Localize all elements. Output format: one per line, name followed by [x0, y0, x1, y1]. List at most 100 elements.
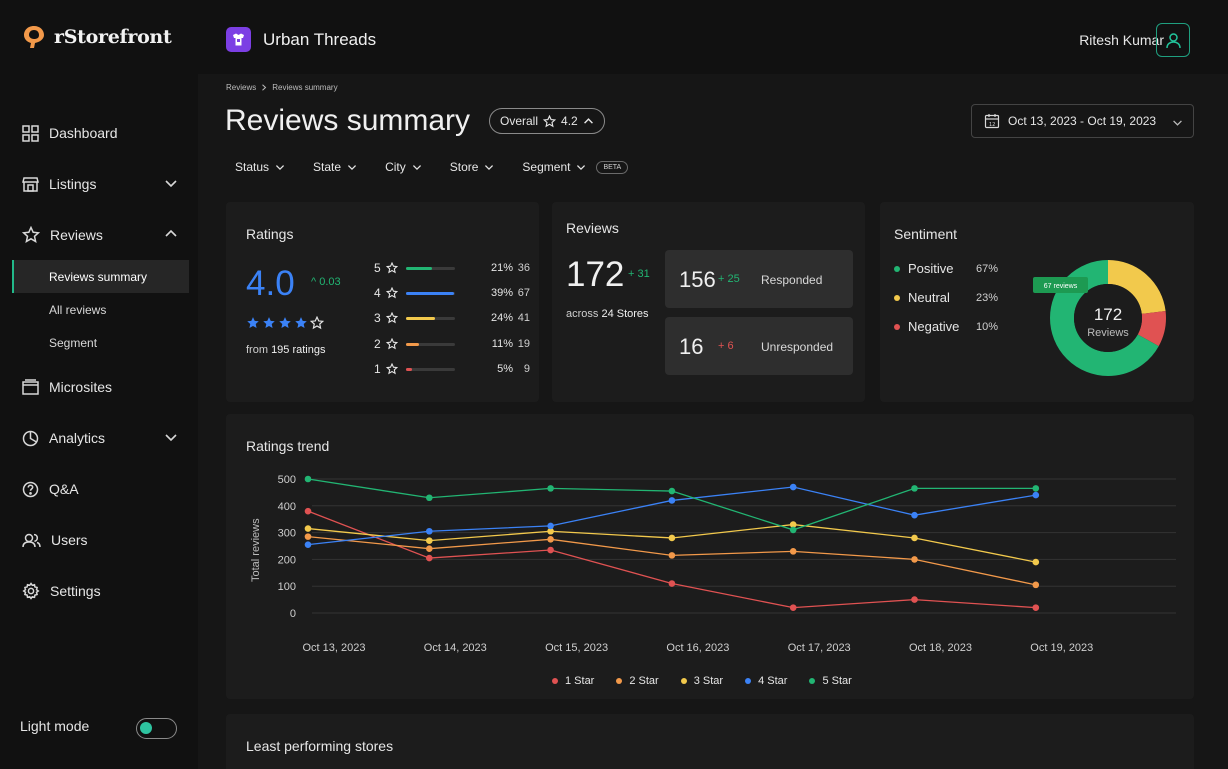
- legend-item-1-star[interactable]: 1 Star: [552, 675, 594, 687]
- sidebar-item-reviews[interactable]: Reviews: [12, 217, 188, 253]
- rating-count: 36: [517, 262, 530, 274]
- rating-distribution-row[interactable]: 3 24% 41: [374, 310, 530, 326]
- data-point-3-star[interactable]: [668, 534, 676, 542]
- chart-legend: 1 Star 2 Star 3 Star 4 Star 5 Star: [552, 675, 852, 687]
- sentiment-donut[interactable]: 172 Reviews 67 reviews: [1030, 248, 1170, 388]
- data-point-5-star[interactable]: [789, 526, 797, 534]
- sidebar-item-users[interactable]: Users: [12, 522, 188, 558]
- data-point-2-star[interactable]: [1032, 581, 1040, 589]
- sidebar-item-microsites[interactable]: Microsites: [12, 369, 188, 405]
- rating-level: 5: [374, 261, 381, 275]
- data-point-4-star[interactable]: [668, 497, 676, 504]
- sentiment-positive: Positive 67%: [894, 261, 998, 276]
- user-icon: [1165, 32, 1181, 48]
- data-point-5-star[interactable]: [1032, 485, 1040, 492]
- overall-rating-pill[interactable]: Overall 4.2: [489, 108, 605, 134]
- chevron-up-icon[interactable]: [164, 227, 178, 241]
- chevron-right-icon: [262, 84, 267, 91]
- star-icon: [22, 226, 40, 244]
- data-point-5-star[interactable]: [547, 485, 554, 492]
- unresponded-delta: + 6: [718, 340, 734, 352]
- chevron-down-icon[interactable]: [164, 430, 178, 444]
- data-point-3-star[interactable]: [911, 534, 918, 542]
- legend-item-3-star[interactable]: 3 Star: [680, 675, 723, 687]
- data-point-4-star[interactable]: [789, 483, 797, 491]
- data-point-1-star[interactable]: [668, 580, 676, 587]
- user-menu-button[interactable]: [1156, 23, 1190, 57]
- data-point-5-star[interactable]: [668, 487, 676, 495]
- data-point-5-star[interactable]: [426, 494, 433, 502]
- filter-store[interactable]: Store: [450, 160, 495, 174]
- brand-logo-icon: [24, 26, 44, 48]
- legend-item-5-star[interactable]: 5 Star: [809, 675, 852, 687]
- data-point-1-star[interactable]: [547, 546, 554, 554]
- filter-state[interactable]: State: [313, 160, 357, 174]
- data-point-3-star[interactable]: [789, 521, 797, 528]
- date-range-picker[interactable]: 12 Oct 13, 2023 - Oct 19, 2023: [971, 104, 1194, 138]
- rating-distribution-row[interactable]: 4 39% 67: [374, 285, 530, 301]
- data-point-2-star[interactable]: [668, 552, 676, 559]
- data-point-1-star[interactable]: [1032, 604, 1040, 611]
- data-point-3-star[interactable]: [426, 537, 433, 544]
- data-point-1-star[interactable]: [911, 596, 918, 603]
- sentiment-pct: 67%: [976, 262, 999, 275]
- filter-segment[interactable]: Segment BETA: [522, 160, 629, 174]
- rating-distribution-row[interactable]: 2 11% 19: [374, 336, 530, 352]
- star-filled-icon: [263, 317, 275, 329]
- data-point-4-star[interactable]: [1032, 491, 1040, 499]
- store-logo[interactable]: [226, 27, 251, 52]
- data-point-1-star[interactable]: [426, 554, 433, 562]
- star-outline-icon: [543, 114, 557, 127]
- data-point-5-star[interactable]: [911, 485, 918, 492]
- data-point-2-star[interactable]: [789, 548, 797, 555]
- sidebar-item-label: Settings: [50, 583, 101, 599]
- store-name[interactable]: Urban Threads: [263, 30, 377, 49]
- sidebar-subitem-reviews-summary[interactable]: Reviews summary: [12, 260, 189, 293]
- data-point-4-star[interactable]: [304, 541, 312, 548]
- sidebar-item-label: Users: [51, 532, 88, 548]
- x-tick-label: Oct 13, 2023: [303, 642, 366, 654]
- filter-city[interactable]: City: [385, 160, 422, 174]
- responded-box[interactable]: 156 + 25 Responded: [665, 250, 853, 308]
- data-point-1-star[interactable]: [304, 507, 312, 515]
- sidebar-item-settings[interactable]: Settings: [12, 573, 188, 609]
- data-point-5-star[interactable]: [304, 475, 312, 483]
- data-point-3-star[interactable]: [547, 527, 554, 535]
- data-point-4-star[interactable]: [426, 527, 433, 535]
- filter-label: City: [385, 160, 406, 174]
- x-tick-label: Oct 19, 2023: [1030, 642, 1093, 654]
- data-point-2-star[interactable]: [304, 533, 312, 540]
- rating-bar: [406, 316, 455, 320]
- donut-slice-positive[interactable]: [1050, 260, 1166, 376]
- data-point-4-star[interactable]: [547, 522, 554, 530]
- filter-bar: Status State City Store Segment BETA: [235, 160, 629, 174]
- brand[interactable]: rStorefront: [22, 24, 172, 50]
- light-mode-toggle[interactable]: [136, 718, 177, 739]
- sidebar-item-dashboard[interactable]: Dashboard: [12, 115, 188, 151]
- rating-distribution-row[interactable]: 5 21% 36: [374, 260, 530, 276]
- data-point-2-star[interactable]: [547, 536, 554, 543]
- rating-level: 2: [374, 337, 381, 351]
- data-point-3-star[interactable]: [1032, 558, 1040, 566]
- data-point-4-star[interactable]: [911, 511, 918, 519]
- sidebar-item-analytics[interactable]: Analytics: [12, 420, 188, 456]
- data-point-2-star[interactable]: [426, 545, 433, 552]
- sidebar-item-label: Dashboard: [49, 125, 118, 141]
- sidebar-item-qna[interactable]: Q&A: [12, 471, 188, 507]
- sidebar-item-listings[interactable]: Listings: [12, 166, 188, 202]
- legend-item-4-star[interactable]: 4 Star: [745, 675, 787, 687]
- data-point-2-star[interactable]: [911, 556, 918, 563]
- filter-status[interactable]: Status: [235, 160, 285, 174]
- chevron-down-icon[interactable]: [164, 176, 178, 190]
- unresponded-box[interactable]: 16 + 6 Unresponded: [665, 317, 853, 375]
- sentiment-pct: 23%: [976, 291, 999, 304]
- brand-name: rStorefront: [54, 26, 172, 48]
- breadcrumb-item[interactable]: Reviews: [226, 83, 257, 92]
- data-point-1-star[interactable]: [789, 604, 797, 611]
- legend-item-2-star[interactable]: 2 Star: [616, 675, 659, 687]
- donut-slice-negative[interactable]: [1050, 260, 1166, 376]
- rating-distribution-row[interactable]: 1 5% 9: [374, 361, 530, 377]
- data-point-3-star[interactable]: [304, 525, 312, 532]
- sidebar-subitem-segment[interactable]: Segment: [49, 335, 98, 350]
- sidebar-subitem-all-reviews[interactable]: All reviews: [49, 302, 107, 317]
